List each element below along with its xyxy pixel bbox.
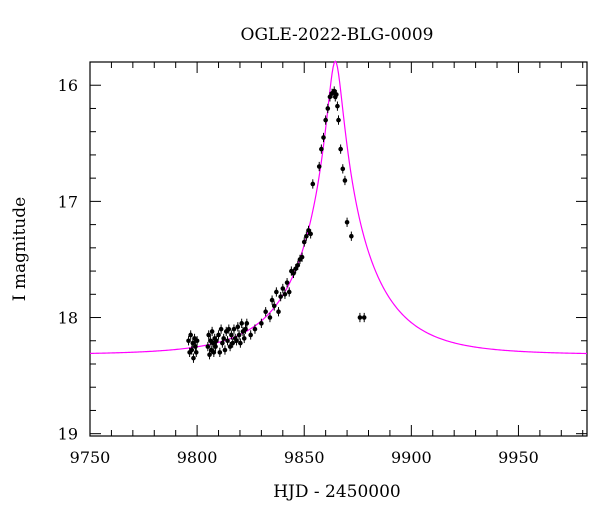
- data-point: [239, 321, 244, 326]
- data-point: [234, 338, 239, 344]
- data-point: [226, 326, 232, 332]
- x-tick-label: 9850: [284, 448, 325, 467]
- data-point: [209, 329, 215, 334]
- chart-title: OGLE-2022-BLG-0009: [241, 25, 434, 45]
- data-point: [263, 309, 268, 315]
- data-point: [190, 340, 196, 346]
- data-point: [271, 303, 277, 309]
- data-point: [248, 332, 253, 338]
- data-point: [286, 289, 292, 295]
- data-point: [221, 336, 226, 341]
- data-point: [267, 315, 273, 320]
- data-point: [225, 338, 230, 344]
- data-point: [186, 338, 191, 344]
- data-point: [338, 146, 343, 152]
- data-point: [319, 146, 324, 152]
- data-point: [217, 350, 223, 355]
- data-point: [193, 350, 199, 355]
- data-point: [331, 88, 337, 94]
- data-point: [229, 332, 234, 338]
- x-tick-label: 9800: [177, 448, 218, 467]
- data-point: [361, 315, 367, 320]
- data-point: [334, 92, 339, 97]
- y-tick-label: 17: [58, 192, 78, 211]
- x-tick-label: 9750: [70, 448, 111, 467]
- y-tick-label: 16: [58, 76, 78, 95]
- data-point: [344, 219, 350, 225]
- data-point: [216, 332, 221, 338]
- data-point: [325, 106, 331, 111]
- plot-area: 9750 9800 9850 9900 9950 16 17 18 19: [58, 60, 588, 467]
- data-point: [241, 336, 247, 341]
- data-point: [280, 286, 286, 291]
- x-tick-label: 9900: [391, 448, 432, 467]
- data-point: [210, 340, 216, 346]
- data-point: [205, 344, 211, 349]
- data-point: [231, 326, 237, 332]
- x-tick-label: 9950: [498, 448, 539, 467]
- data-point: [316, 164, 322, 169]
- data-point: [301, 239, 307, 245]
- data-point: [243, 326, 248, 332]
- data-point: [218, 326, 224, 332]
- data-point: [222, 347, 228, 353]
- data-point: [293, 266, 298, 272]
- data-point: [191, 355, 196, 361]
- x-axis-label: HJD - 2450000: [273, 482, 401, 502]
- data-point: [189, 347, 195, 353]
- data-point: [327, 94, 333, 100]
- data-point: [310, 181, 316, 187]
- model-curve: [89, 60, 588, 355]
- data-point: [211, 350, 217, 355]
- y-tick-label: 18: [58, 309, 78, 328]
- data-point: [207, 352, 212, 357]
- data-point: [336, 117, 341, 123]
- data-point: [323, 117, 328, 123]
- data-point: [188, 332, 193, 338]
- data-point: [230, 340, 235, 346]
- data-point: [244, 321, 250, 326]
- data-point: [357, 315, 363, 320]
- data-point: [276, 309, 281, 315]
- data-point: [193, 344, 198, 349]
- data-point: [321, 135, 326, 140]
- data-point: [236, 332, 242, 338]
- data-point: [274, 289, 279, 295]
- data-point: [304, 233, 309, 239]
- plot-frame: [89, 61, 588, 437]
- data-point: [335, 103, 340, 109]
- data-point: [306, 228, 311, 233]
- y-tick-label: 19: [58, 425, 78, 444]
- data-point: [291, 271, 296, 276]
- data-point: [194, 338, 200, 344]
- data-point: [349, 233, 354, 239]
- data-point: [340, 166, 346, 172]
- data-point: [284, 280, 290, 285]
- data-point: [269, 297, 275, 303]
- data-point: [235, 324, 241, 330]
- data-point: [278, 294, 283, 299]
- y-axis-label: I magnitude: [10, 197, 30, 301]
- data-point: [299, 254, 305, 260]
- data-point: [259, 321, 264, 326]
- data-point: [295, 262, 301, 268]
- data-point: [252, 326, 258, 332]
- data-point: [308, 231, 313, 237]
- data-point: [214, 338, 219, 344]
- data-point: [227, 344, 233, 349]
- data-point: [213, 344, 218, 349]
- data-point: [342, 178, 348, 183]
- data-point: [282, 291, 288, 297]
- data-point: [238, 340, 243, 346]
- data-point: [206, 332, 211, 338]
